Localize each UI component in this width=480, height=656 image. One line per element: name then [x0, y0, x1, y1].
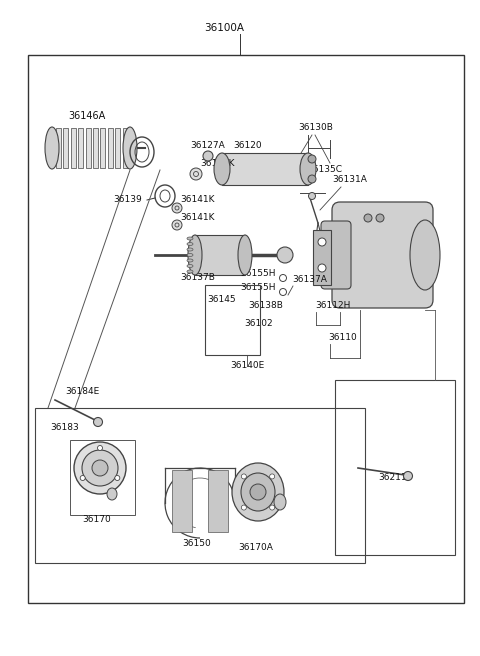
Bar: [172, 470, 192, 532]
Text: 36102: 36102: [244, 319, 273, 327]
Bar: [35, 408, 365, 563]
Ellipse shape: [308, 175, 316, 183]
Ellipse shape: [203, 151, 213, 161]
Text: 36211: 36211: [378, 474, 407, 483]
Text: 36150: 36150: [182, 539, 211, 548]
Ellipse shape: [309, 192, 315, 199]
Bar: [335, 380, 455, 555]
Bar: [115, 128, 120, 168]
Ellipse shape: [404, 472, 412, 480]
Ellipse shape: [410, 220, 440, 290]
Ellipse shape: [277, 247, 293, 263]
Bar: [63, 128, 69, 168]
FancyBboxPatch shape: [321, 221, 351, 289]
Ellipse shape: [187, 264, 193, 268]
Ellipse shape: [97, 445, 103, 451]
Text: 36155H: 36155H: [240, 270, 276, 279]
Text: 36141K: 36141K: [180, 213, 215, 222]
Ellipse shape: [107, 488, 117, 500]
Bar: [56, 128, 61, 168]
Ellipse shape: [115, 476, 120, 480]
Bar: [205, 285, 260, 355]
Text: 36183: 36183: [50, 424, 79, 432]
Text: 36131A: 36131A: [332, 176, 367, 184]
Ellipse shape: [232, 463, 284, 521]
Text: 36137A: 36137A: [292, 276, 327, 285]
Text: 36146A: 36146A: [68, 111, 105, 121]
Ellipse shape: [74, 442, 126, 494]
Ellipse shape: [172, 220, 182, 230]
Bar: [70, 440, 135, 515]
Ellipse shape: [187, 237, 193, 240]
Ellipse shape: [238, 235, 252, 275]
Ellipse shape: [187, 253, 193, 256]
Bar: [85, 128, 91, 168]
Text: 36155H: 36155H: [240, 283, 276, 291]
Bar: [313, 230, 331, 285]
Text: 36145: 36145: [207, 295, 236, 304]
Ellipse shape: [214, 153, 230, 185]
Ellipse shape: [364, 214, 372, 222]
Ellipse shape: [241, 473, 275, 511]
Ellipse shape: [376, 214, 384, 222]
Ellipse shape: [270, 505, 275, 510]
Ellipse shape: [45, 127, 59, 169]
Text: 36120: 36120: [233, 140, 262, 150]
Bar: [71, 128, 76, 168]
Bar: [78, 128, 83, 168]
Ellipse shape: [318, 264, 326, 272]
Bar: [208, 470, 228, 532]
Bar: [195, 235, 245, 275]
Ellipse shape: [92, 460, 108, 476]
Ellipse shape: [94, 417, 103, 426]
Text: 36110: 36110: [328, 333, 357, 342]
Ellipse shape: [241, 474, 246, 479]
Text: 36139: 36139: [113, 195, 142, 205]
Ellipse shape: [187, 248, 193, 251]
Ellipse shape: [187, 270, 193, 273]
Ellipse shape: [318, 238, 326, 246]
Ellipse shape: [187, 259, 193, 262]
Bar: [108, 128, 113, 168]
Text: 36137B: 36137B: [180, 274, 215, 283]
Ellipse shape: [308, 155, 316, 163]
Text: 36138B: 36138B: [248, 300, 283, 310]
Text: 36127A: 36127A: [190, 142, 225, 150]
Bar: [100, 128, 106, 168]
Text: 36141K: 36141K: [180, 195, 215, 205]
Text: 36130B: 36130B: [298, 123, 333, 133]
Bar: [122, 128, 128, 168]
Ellipse shape: [274, 494, 286, 510]
Ellipse shape: [123, 127, 137, 169]
Bar: [222, 153, 308, 185]
Bar: [28, 55, 464, 603]
Bar: [93, 128, 98, 168]
Text: 36135C: 36135C: [307, 165, 342, 173]
Ellipse shape: [250, 484, 266, 500]
Text: 36170A: 36170A: [238, 544, 273, 552]
Text: 36140E: 36140E: [230, 361, 264, 371]
Ellipse shape: [172, 203, 182, 213]
Ellipse shape: [187, 243, 193, 245]
Ellipse shape: [82, 450, 118, 486]
FancyBboxPatch shape: [332, 202, 433, 308]
Ellipse shape: [188, 235, 202, 275]
Ellipse shape: [190, 168, 202, 180]
Ellipse shape: [215, 159, 221, 165]
Text: 36112H: 36112H: [315, 300, 350, 310]
Text: 36170: 36170: [82, 516, 111, 525]
Ellipse shape: [241, 505, 246, 510]
Ellipse shape: [270, 474, 275, 479]
Text: 36141K: 36141K: [200, 159, 235, 167]
Ellipse shape: [80, 476, 85, 480]
Text: 36100A: 36100A: [204, 23, 244, 33]
Text: 36184E: 36184E: [65, 388, 99, 396]
Ellipse shape: [300, 153, 316, 185]
